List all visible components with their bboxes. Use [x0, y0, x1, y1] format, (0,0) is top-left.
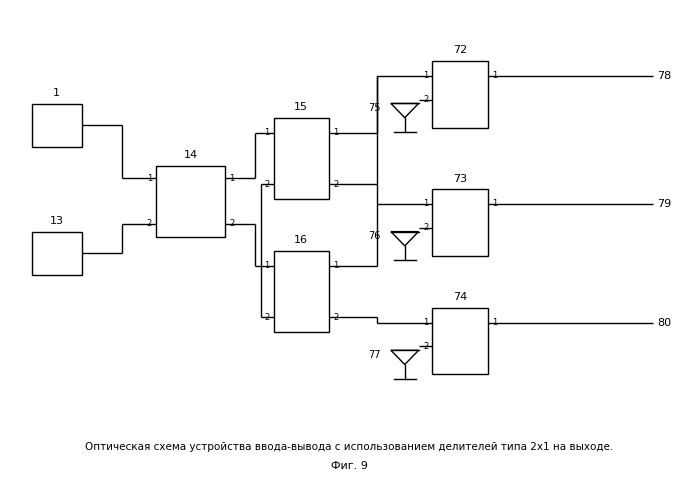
Text: 2: 2: [333, 313, 338, 322]
Text: 75: 75: [368, 103, 380, 113]
Text: 15: 15: [294, 102, 308, 113]
Bar: [31, 232, 82, 275]
Polygon shape: [391, 350, 419, 365]
Text: 1: 1: [423, 199, 428, 208]
Text: 1: 1: [147, 174, 152, 183]
Bar: [31, 104, 82, 146]
Text: 72: 72: [453, 45, 467, 56]
Text: 1: 1: [333, 128, 338, 137]
Text: 77: 77: [368, 350, 380, 359]
Text: 73: 73: [453, 173, 467, 184]
Text: 2: 2: [423, 95, 428, 104]
Text: 1: 1: [53, 88, 60, 98]
Text: 1: 1: [492, 71, 497, 80]
Text: 16: 16: [294, 235, 308, 245]
Text: 2: 2: [264, 313, 269, 322]
Polygon shape: [391, 103, 419, 118]
Text: 2: 2: [264, 180, 269, 189]
Bar: [156, 166, 225, 237]
Text: 1: 1: [492, 199, 497, 208]
Text: 2: 2: [423, 223, 428, 232]
Text: 1: 1: [229, 174, 235, 183]
Text: 1: 1: [423, 318, 428, 327]
Text: Оптическая схема устройства ввода-вывода с использованием делителей типа 2х1 на : Оптическая схема устройства ввода-вывода…: [85, 441, 614, 452]
Text: 2: 2: [423, 342, 428, 351]
Bar: [433, 189, 488, 256]
Text: 2: 2: [229, 219, 235, 228]
Bar: [273, 118, 329, 199]
Text: 14: 14: [184, 150, 198, 160]
Text: 1: 1: [333, 261, 338, 270]
Text: 80: 80: [657, 318, 671, 327]
Text: Фиг. 9: Фиг. 9: [331, 461, 368, 470]
Text: 74: 74: [453, 292, 467, 302]
Text: 1: 1: [264, 261, 269, 270]
Text: 2: 2: [333, 180, 338, 189]
Bar: [433, 308, 488, 374]
Text: 78: 78: [657, 71, 671, 81]
Text: 1: 1: [423, 71, 428, 80]
Polygon shape: [391, 232, 419, 246]
Text: 79: 79: [657, 199, 671, 209]
Text: 1: 1: [492, 318, 497, 327]
Bar: [433, 61, 488, 128]
Text: 13: 13: [50, 216, 64, 227]
Text: 76: 76: [368, 231, 380, 241]
Text: 2: 2: [147, 219, 152, 228]
Text: 1: 1: [264, 128, 269, 137]
Bar: [273, 251, 329, 332]
